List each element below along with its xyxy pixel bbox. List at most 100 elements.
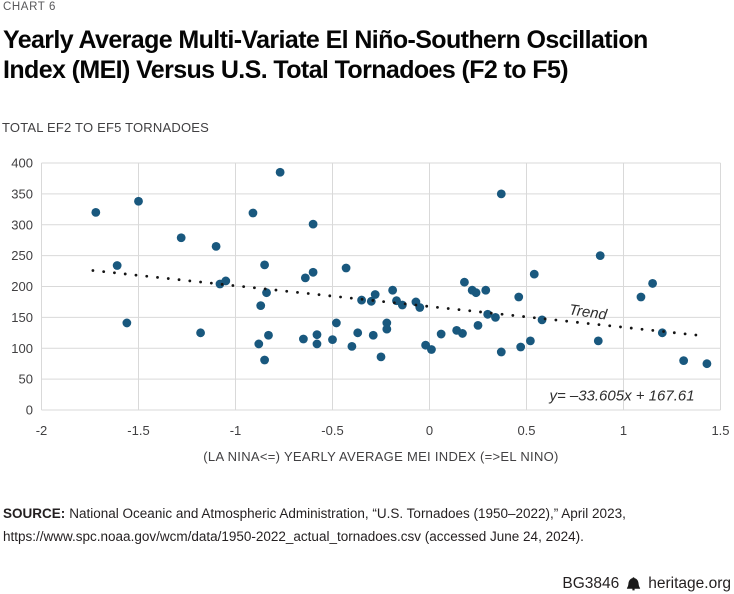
trend-dot [522,315,525,318]
scatter-point [312,339,322,349]
trend-dot [263,287,267,291]
trend-dot [102,270,106,274]
trend-dot [382,300,386,303]
scatter-point [593,336,603,346]
trend-dot [446,307,450,310]
scatter-point [436,329,446,339]
trend-dot [231,284,235,287]
trend-dot [683,332,687,336]
y-tick-label: 350 [11,186,33,201]
scatter-point [427,345,436,354]
scatter-point [483,309,493,319]
y-axis-caption: TOTAL EF2 TO EF5 TORNADOES [2,120,209,135]
trend-dot [145,274,149,278]
scatter-point [300,273,310,283]
scatter-point [496,347,506,357]
trend-dot [392,301,396,305]
scatter-point [657,328,667,338]
trend-dot [479,310,482,314]
trend-dot [274,288,278,292]
trend-label: Trend [568,301,609,323]
scatter-point [368,330,378,340]
scatter-point [122,318,132,328]
trend-dot [242,285,246,289]
x-tick-label: 1 [620,423,627,438]
scatter-point [211,241,221,251]
trend-dot [285,289,289,293]
trend-dot [296,290,299,294]
scatter-point [328,335,337,345]
trend-dot [586,322,590,325]
trend-dot [134,273,138,277]
trend-equation: y= –33.605x + 167.61 [548,388,694,405]
y-tick-label: 200 [11,279,33,294]
trend-dot [543,317,547,321]
trend-dot [597,323,601,327]
scatter-point [496,189,506,199]
trend-dot [629,326,633,330]
chart-number: CHART 6 [3,1,56,13]
trend-dot [651,328,655,332]
trend-dot [371,299,375,302]
trend-dot [425,304,429,308]
site-name: heritage.org [648,574,731,592]
x-tick-label: 0 [426,423,433,438]
y-tick-label: 150 [11,310,33,325]
x-tick-label: -2 [36,423,48,438]
trend-dot [209,281,213,285]
chart-title: Yearly Average Multi-Variate El Niño-Sou… [3,25,734,85]
trend-dot [457,308,461,312]
x-tick-label: -1 [230,423,242,438]
source-text: National Oceanic and Atmospheric Adminis… [3,506,626,544]
trend-dot [188,279,192,283]
scatter-point [514,292,524,302]
trend-dot [113,271,116,275]
trend-dot [220,282,224,286]
scatter-point [679,356,689,365]
x-tick-label: 0.5 [517,423,535,438]
scatter-point [415,303,425,312]
y-tick-label: 50 [19,372,33,387]
scatter-point [491,312,500,322]
trend-dot [414,303,418,307]
scatter-point [366,296,376,306]
scatter-point [537,315,547,325]
trend-dot [619,325,622,329]
scatter-point [112,261,122,270]
trend-dot [156,276,159,279]
trend-dot [489,311,493,315]
scatter-point [347,341,357,351]
scatter-point [176,233,186,243]
scatter-point [516,342,526,352]
scatter-point [262,288,271,298]
scatter-point [221,276,231,286]
trend-dot [576,320,579,324]
y-tick-label: 100 [11,341,33,356]
scatter-point [376,352,386,362]
doc-id: BG3846 [562,574,620,592]
trend-dot [317,293,321,297]
trend-dot [349,296,353,300]
chart-title-line1: Yearly Average Multi-Variate El Niño-Sou… [3,26,648,54]
y-tick-label: 300 [11,217,33,232]
scatter-point [370,290,380,299]
source-label: SOURCE: [3,506,66,521]
trend-dot [436,305,439,309]
scatter-point [312,330,322,340]
scatter-point [299,334,308,344]
scatter-point [308,219,318,229]
trend-dot [468,309,472,313]
scatter-point [388,285,398,295]
scatter-point [308,267,318,277]
scatter-point [648,279,657,288]
scatter-point [702,359,712,369]
scatter-point [341,263,351,273]
scatter-point [260,260,269,270]
trend-dot [672,331,676,335]
scatter-point [331,318,341,328]
trend-dot [565,319,569,323]
y-tick-label: 0 [26,403,33,418]
trend-dot [123,272,127,276]
trend-dot [608,324,612,328]
